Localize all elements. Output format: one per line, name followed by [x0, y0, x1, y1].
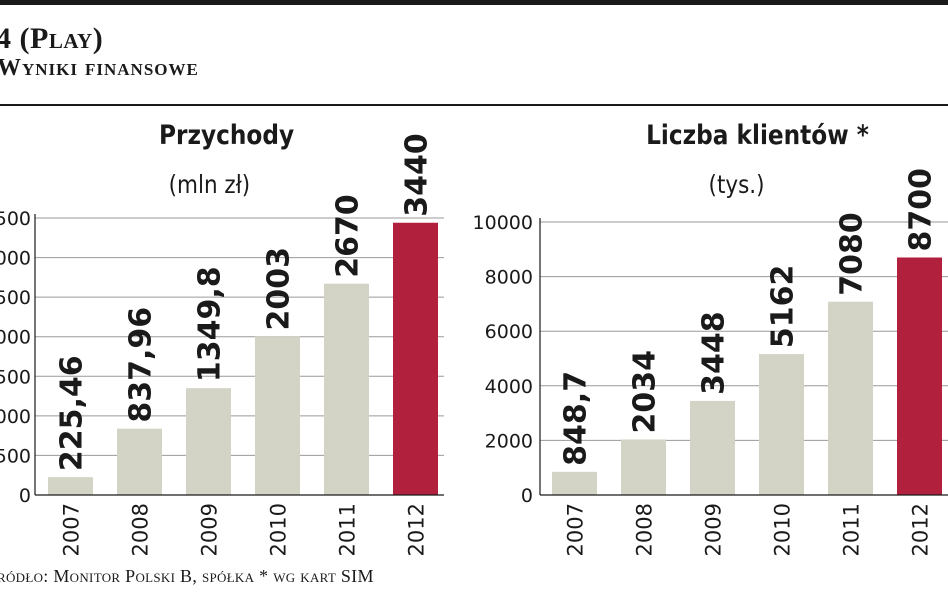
clients-bar-2011 [828, 301, 873, 495]
revenue-x-label-2007: 2007 [60, 503, 84, 556]
clients-value-label-2012: 8700 [904, 168, 939, 252]
clients-x-label-2007: 2007 [564, 503, 588, 556]
revenue-ytick-label: 0 [19, 485, 31, 507]
clients-bar-2012 [897, 257, 942, 495]
clients-ytick-label: 4000 [485, 376, 533, 398]
clients-ytick-label: 10000 [473, 212, 533, 234]
chart-unit-revenue: (mln zł) [168, 170, 251, 199]
clients-x-label-2009: 2009 [702, 503, 726, 556]
revenue-bar-2009 [186, 388, 231, 495]
revenue-value-label-2007: 225,46 [55, 355, 90, 471]
clients-ytick-label: 8000 [485, 267, 533, 289]
clients-ytick-label: 6000 [485, 321, 533, 343]
revenue-value-label-2012: 3440 [400, 133, 435, 217]
header-rule [0, 104, 948, 106]
revenue-bar-2011 [324, 283, 369, 495]
revenue-value-label-2010: 2003 [262, 247, 297, 331]
clients-bar-2009 [690, 400, 735, 495]
clients-value-label-2008: 2034 [628, 350, 663, 434]
clients-value-label-2009: 3448 [697, 311, 732, 395]
revenue-x-label-2011: 2011 [336, 503, 360, 556]
revenue-value-label-2008: 837,96 [124, 307, 159, 423]
clients-bar-2007 [552, 471, 597, 495]
source-note: ródło: Monitor Polski B, spółka * wg kar… [0, 566, 374, 586]
figure-title: 4 (Play) [0, 22, 104, 55]
revenue-x-label-2008: 2008 [129, 503, 153, 556]
clients-x-label-2008: 2008 [633, 503, 657, 556]
chart-unit-clients: (tys.) [708, 170, 765, 199]
clients-value-label-2007: 848,7 [559, 371, 594, 466]
clients-bar-2008 [621, 439, 666, 495]
clients-x-label-2011: 2011 [840, 503, 864, 556]
revenue-x-label-2009: 2009 [198, 503, 222, 556]
clients-ytick-label: 0 [521, 485, 533, 507]
clients-bar-2010 [759, 354, 804, 495]
clients-value-label-2010: 5162 [766, 265, 801, 349]
clients-value-label-2011: 7080 [835, 212, 870, 296]
clients-x-label-2012: 2012 [909, 503, 933, 556]
revenue-ytick-label: 000 [0, 248, 31, 270]
revenue-ytick-label: 500 [0, 366, 31, 388]
revenue-ytick-label: 000 [0, 327, 31, 349]
revenue-value-label-2009: 1349,8 [193, 266, 228, 382]
clients-ytick-label: 2000 [485, 430, 533, 452]
chart-title-revenue: Przychody [158, 120, 295, 151]
top-rule [0, 0, 948, 5]
revenue-ytick-label: 500 [0, 445, 31, 467]
figure-subtitle: Wyniki finansowe [0, 55, 199, 81]
revenue-ytick-label: 500 [0, 287, 31, 309]
revenue-x-label-2012: 2012 [405, 503, 429, 556]
revenue-bar-2007 [48, 477, 93, 495]
revenue-ytick-label: 000 [0, 406, 31, 428]
clients-x-label-2010: 2010 [771, 503, 795, 556]
revenue-bar-2008 [117, 428, 162, 495]
chart-title-clients: Liczba klientów * [646, 120, 869, 151]
revenue-ytick-label: 500 [0, 208, 31, 230]
revenue-value-label-2011: 2670 [331, 194, 366, 278]
revenue-x-label-2010: 2010 [267, 503, 291, 556]
revenue-bar-2012 [393, 222, 438, 495]
revenue-bar-2010 [255, 336, 300, 495]
